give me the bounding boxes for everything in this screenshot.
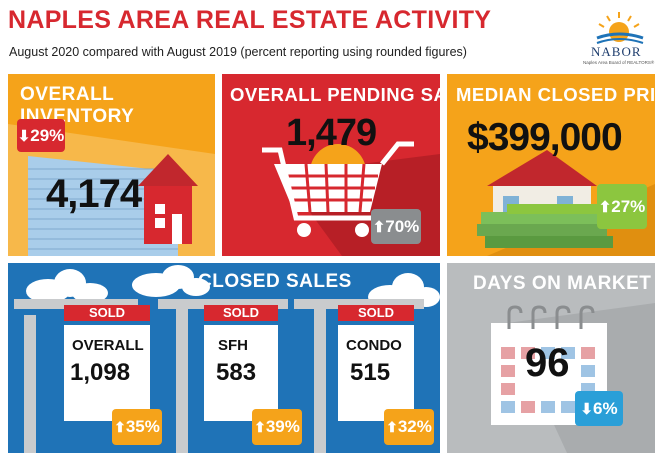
house-illustration [8,124,215,256]
arrow-up-icon: ⬆ [114,418,126,435]
arrow-up-icon: ⬆ [254,418,266,435]
days-title: DAYS ON MARKET [473,273,652,294]
days-change: 6% [593,398,618,418]
days-value: 96 [525,341,570,385]
overall-change-badge: ⬆ 35% [112,409,162,445]
closed-sales-title: CLOSED SALES [198,271,352,292]
arrow-up-icon: ⬆ [386,418,398,435]
logo-subtext: Naples Area Board of REALTORS® [583,60,655,65]
arrow-up-icon: ⬆ [372,218,386,236]
page-subtitle: August 2020 compared with August 2019 (p… [9,45,467,59]
inventory-value: 4,174 [46,172,142,216]
pending-change-badge: ⬆ 70% [371,209,421,244]
days-panel: DAYS ON MARKET 96 ⬇ [447,263,655,453]
days-change-badge: ⬇ 6% [575,391,623,426]
sold-label: SOLD [204,305,278,321]
sold-sign-condo: SOLD CONDO 515 [338,305,414,421]
inventory-panel: OVERALL INVENTORY ⬇ 29% 4,174 [8,74,215,256]
sun-logo-icon [596,12,644,44]
condo-change-badge: ⬆ 32% [384,409,434,445]
sign-label: CONDO [346,337,402,354]
sign-value: 1,098 [70,359,131,386]
calendar-icon [491,305,607,425]
money-stack-icon [477,204,613,248]
sfh-change: 39% [265,417,300,436]
arrow-down-icon: ⬇ [17,127,31,145]
sign-value: 583 [216,359,257,386]
inventory-change: 29% [30,125,65,145]
sold-label: SOLD [64,305,150,321]
cloud-icon [132,265,210,297]
cloud-icon [26,269,108,303]
sold-label: SOLD [338,305,414,321]
sign-label: SFH [218,337,248,354]
median-change-badge: ⬆ 27% [597,184,647,229]
nabor-logo: NABOR Naples Area Board of REALTORS® [583,8,657,66]
cloud-decoration [14,265,440,453]
pending-value: 1,479 [286,112,377,154]
inventory-change-badge: ⬇ 29% [17,119,65,152]
sign-label: OVERALL [72,337,144,354]
overall-change: 35% [125,417,160,436]
median-value: $399,000 [467,116,623,159]
sold-sign-sfh: SOLD SFH 583 [204,305,278,421]
condo-change: 32% [397,417,432,436]
arrow-down-icon: ⬇ [580,400,593,418]
pending-change: 70% [385,216,420,236]
pending-panel: OVERALL PENDING SALES 1,479 ⬆ 70% [222,74,440,256]
logo-text: NABOR [591,44,642,59]
pending-title: OVERALL PENDING SALES [230,84,440,105]
median-panel: MEDIAN CLOSED PRICE $399,000 ⬆ 27% [447,74,655,256]
closed-sales-panel: CLOSED SALES SOLD OVERALL 1,098 ⬆ 35% SO… [8,263,440,453]
sign-value: 515 [350,359,391,386]
shopping-cart-icon [262,141,414,237]
sold-sign-overall: SOLD OVERALL 1,098 [64,305,150,421]
sfh-change-badge: ⬆ 39% [252,409,302,445]
page-title: NAPLES AREA REAL ESTATE ACTIVITY [8,6,492,34]
arrow-up-icon: ⬆ [598,198,612,216]
median-change: 27% [611,196,646,216]
median-title: MEDIAN CLOSED PRICE [456,84,655,105]
